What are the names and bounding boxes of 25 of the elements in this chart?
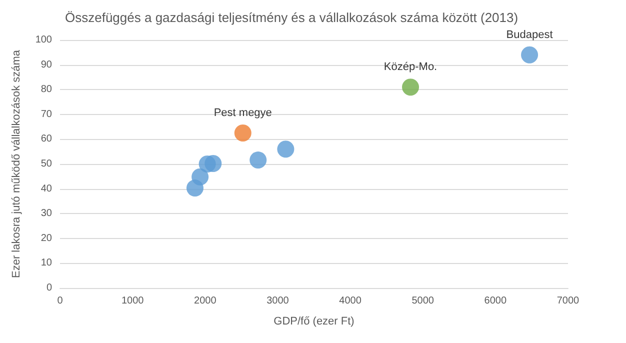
y-axis-title: Ezer lakosra jutó működő vállalkozások száma: [10, 49, 22, 278]
series-label: Budapest: [506, 28, 553, 41]
series-label: Pest megye: [214, 107, 272, 119]
y-tick-label: 80: [40, 84, 52, 96]
y-tick-label: 10: [40, 258, 52, 269]
x-tick-label: 2000: [194, 296, 217, 306]
y-tick-label: 50: [40, 158, 52, 170]
y-tick-label: 40: [40, 183, 52, 194]
x-tick-label: 1000: [121, 296, 144, 306]
y-tick-label: 60: [40, 134, 52, 145]
y-tick-label: 100: [35, 34, 52, 46]
y-tick-label: 0: [46, 282, 52, 294]
x-axis-title: GDP/fő (ezer Ft): [274, 316, 354, 328]
y-tick-label: 90: [40, 59, 52, 70]
series-label: Közép-Mo.: [384, 61, 438, 74]
y-tick-label: 70: [40, 108, 52, 120]
x-tick-label: 4000: [339, 296, 362, 306]
x-tick-label: 3000: [266, 296, 290, 306]
chart-title: Összefüggés a gazdasági teljesítmény és a vállalkozások száma között (2013): [65, 10, 518, 25]
x-tick-label: 6000: [484, 296, 507, 306]
x-tick-label: 0: [57, 296, 64, 306]
x-tick-label: 7000: [556, 296, 580, 306]
y-tick-label: 30: [40, 208, 52, 220]
y-tick-label: 20: [40, 232, 52, 244]
x-tick-label: 5000: [412, 296, 434, 306]
